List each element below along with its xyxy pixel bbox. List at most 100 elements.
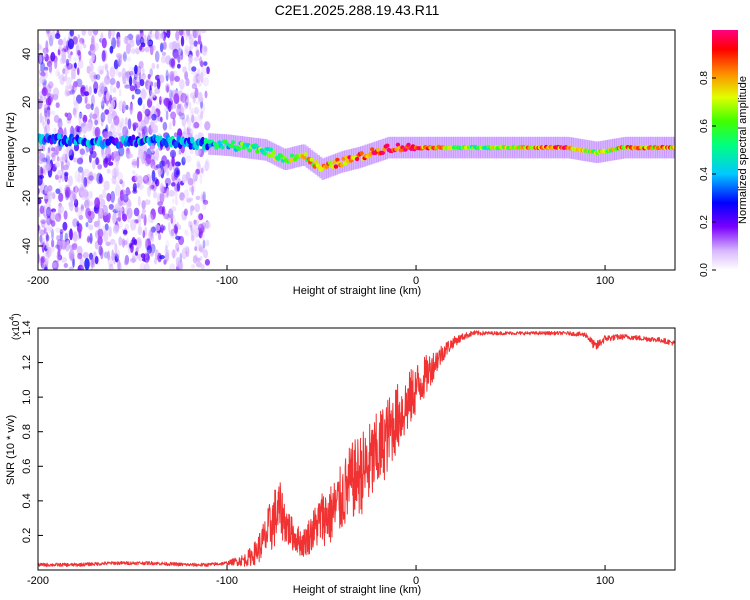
spectrogram-noise-cell <box>54 161 60 168</box>
spectrogram-noise-cell <box>105 145 111 158</box>
spectrogram-noise-cell <box>185 33 189 41</box>
spectrogram-ridge-cell <box>220 145 225 150</box>
spectrogram-noise-cell <box>190 38 194 50</box>
spectrogram-noise-cell <box>179 252 183 264</box>
spectrogram-noise-cell <box>86 65 91 74</box>
spectrogram-noise-cell <box>82 120 87 127</box>
spectrogram-noise-cell <box>137 111 143 122</box>
spectrogram-noise-cell <box>52 94 59 101</box>
spectrogram-noise-cell <box>68 266 74 270</box>
spectrogram-noise-cell <box>197 91 203 103</box>
spectrogram-noise-cell <box>148 184 153 191</box>
spectrogram-noise-cell <box>115 53 123 59</box>
spectrogram-ridge-cell <box>212 141 218 147</box>
spectrogram-halo-cell <box>360 146 364 168</box>
spectrogram-noise-cell <box>139 148 144 155</box>
spectrogram-noise-cell <box>197 34 202 45</box>
spectrogram-noise-cell <box>196 257 201 263</box>
snr-x-tick-label: 100 <box>596 575 614 587</box>
spectrogram-ridge-cell <box>268 147 274 152</box>
spectrogram-noise-cell <box>170 111 177 120</box>
spectrogram-noise-cell <box>98 194 104 200</box>
spectrogram-noise-cell <box>69 228 73 241</box>
spectrogram-noise-cell <box>199 120 203 128</box>
spectrogram-noise-cell <box>165 182 169 189</box>
spectrogram-noise-cell <box>157 205 164 215</box>
spectrogram-noise-cell <box>166 214 171 221</box>
spectrogram-noise-cell <box>201 167 204 174</box>
spectrogram-halo-cell <box>335 153 339 175</box>
spectrogram-noise-cell <box>111 168 118 179</box>
spectrogram-noise-cell <box>103 158 109 168</box>
spectrogram-noise-cell <box>126 190 131 195</box>
spectrogram-noise-cell <box>68 190 74 195</box>
spectrogram-noise-cell <box>129 85 136 92</box>
spectrogram-noise-cell <box>111 131 118 137</box>
spectrogram-noise-cell <box>68 53 72 62</box>
spectrogram-noise-cell <box>132 170 136 175</box>
spectrogram-noise-cell <box>108 30 112 39</box>
spectrogram-noise-cell <box>39 205 45 214</box>
spectrogram-ridge-cell <box>217 140 222 145</box>
spectrogram-noise-cell <box>170 58 176 69</box>
spectrogram-noise-cell <box>151 113 157 121</box>
spectrogram-noise-cell <box>151 226 156 233</box>
spectrogram-noise-cell <box>83 151 88 156</box>
spectrogram-noise-cell <box>165 163 169 171</box>
spectrogram-noise-cell <box>186 197 194 202</box>
spectrogram-halo-cell <box>289 147 293 169</box>
spectrogram-noise-cell <box>92 173 98 181</box>
spectrogram-noise-cell <box>72 107 77 116</box>
spectrogram-noise-cell <box>59 231 63 242</box>
spectrogram-noise-cell <box>129 70 134 76</box>
spectrogram-noise-cell <box>152 190 158 199</box>
spectrogram-y-tick-label: 20 <box>21 96 33 108</box>
spectrogram-noise-cell <box>52 262 57 269</box>
spectrogram-noise-cell <box>124 254 130 265</box>
spectrogram-noise-cell <box>74 170 81 183</box>
spectrogram-noise-cell <box>177 103 182 110</box>
spectrogram-noise-cell <box>192 172 199 180</box>
spectrogram-noise-cell <box>114 242 118 254</box>
spectrogram-noise-cell <box>83 91 90 97</box>
spectrogram-noise-cell <box>168 208 174 219</box>
spectrogram-noise-cell <box>154 224 161 232</box>
spectrogram-noise-cell <box>194 203 200 213</box>
spectrogram-noise-cell <box>195 174 198 182</box>
spectrogram-noise-cell <box>204 158 210 171</box>
spectrogram-noise-cell <box>73 157 77 163</box>
spectrogram-noise-cell <box>110 238 116 245</box>
spectrogram-noise-cell <box>106 192 112 202</box>
spectrogram-noise-cell <box>115 155 120 167</box>
spectrogram-noise-cell <box>68 149 75 161</box>
spectrogram-noise-cell <box>147 73 151 80</box>
spectrogram-noise-cell <box>192 123 195 130</box>
spectrogram-noise-cell <box>174 225 178 237</box>
spectrogram-noise-cell <box>55 260 59 269</box>
spectrogram-noise-cell <box>138 72 142 83</box>
spectrogram-noise-cell <box>90 258 94 270</box>
spectrogram-noise-cell <box>50 243 55 253</box>
spectrogram-noise-cell <box>172 117 176 127</box>
spectrogram-ridge-cell <box>395 142 401 147</box>
spectrogram-noise-cell <box>181 156 186 166</box>
spectrogram-noise-cell <box>111 110 118 120</box>
spectrogram-noise-cell <box>182 196 185 208</box>
spectrogram-noise-cell <box>150 226 154 237</box>
spectrogram-noise-cell <box>42 189 46 195</box>
spectrogram-noise-cell <box>181 174 187 184</box>
spectrogram-noise-cell <box>195 49 200 58</box>
spectrogram-noise-cell <box>85 221 89 228</box>
spectrogram-noise-cell <box>168 121 172 131</box>
spectrogram-noise-cell <box>127 247 132 254</box>
spectrogram-y-label: Frequency (Hz) <box>5 112 17 188</box>
spectrogram-noise-cell <box>177 48 184 56</box>
spectrogram-noise-cell <box>47 185 53 192</box>
spectrogram-noise-cell <box>118 236 123 246</box>
spectrogram-noise-cell <box>166 187 170 198</box>
spectrogram-noise-cell <box>83 44 87 49</box>
spectrogram-noise-cell <box>194 239 201 252</box>
spectrogram-noise-cell <box>95 156 99 166</box>
spectrogram-noise-cell <box>191 66 197 72</box>
spectrogram-noise-cell <box>38 175 43 186</box>
